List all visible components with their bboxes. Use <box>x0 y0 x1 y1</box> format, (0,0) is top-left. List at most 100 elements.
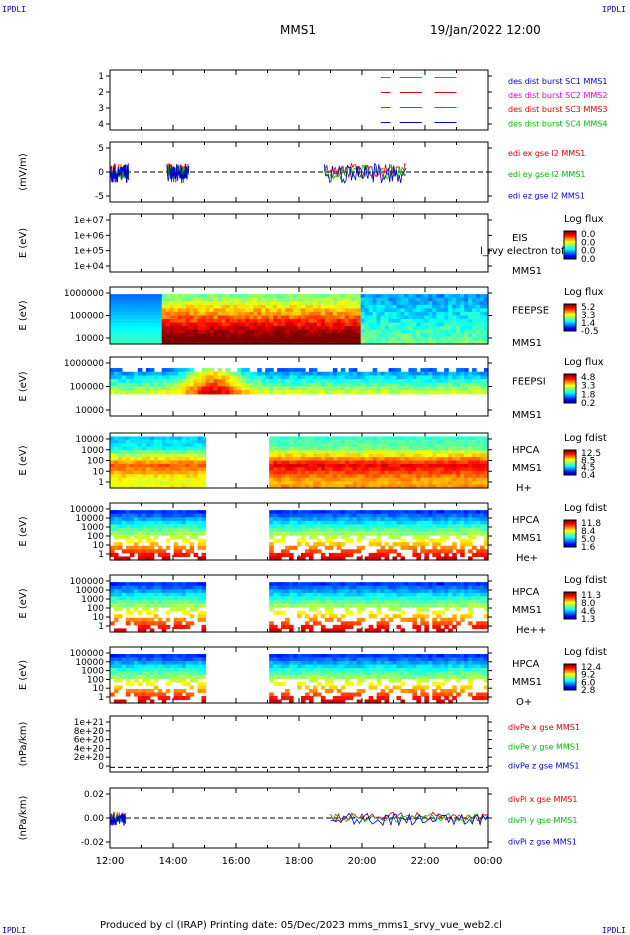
spectrogram-cell <box>329 553 334 557</box>
spectrogram-cell <box>408 390 413 394</box>
spectrogram-cell <box>412 514 417 518</box>
spectrogram-cell <box>393 383 398 387</box>
spectrogram-cell <box>182 301 187 305</box>
spectrogram-cell <box>237 308 242 312</box>
spectrogram-cell <box>480 528 485 532</box>
spectrogram-cell <box>333 308 338 312</box>
spectrogram-cell <box>448 524 453 528</box>
spectrogram-cell <box>476 517 481 521</box>
spectrogram-cell <box>190 542 195 546</box>
spectrogram-cell <box>325 589 330 593</box>
spectrogram-cell <box>432 440 437 444</box>
spectrogram-cell <box>245 316 250 320</box>
spectrogram-cell <box>369 305 374 309</box>
spectrogram-cell <box>138 450 143 454</box>
spectrogram-cell <box>289 546 294 550</box>
spectrogram-cell <box>480 387 485 391</box>
spectrogram-cell <box>186 471 191 475</box>
spectrogram-cell <box>373 461 378 465</box>
spectrogram-cell <box>317 301 322 305</box>
spectrogram-cell <box>353 517 358 521</box>
spectrogram-cell <box>293 582 298 586</box>
spectrogram-cell <box>472 372 477 376</box>
spectrogram-cell <box>393 372 398 376</box>
spectrogram-cell <box>440 514 445 518</box>
spectrogram-cell <box>249 298 254 302</box>
spectrogram-cell <box>476 333 481 337</box>
spectrogram-cell <box>162 600 167 604</box>
spectrogram-cell <box>158 298 163 302</box>
spectrogram-cell <box>420 535 425 539</box>
spectrogram-cell <box>393 298 398 302</box>
spectrogram-cell <box>114 294 119 298</box>
spectrogram-cell <box>349 474 354 478</box>
spectrogram-cell <box>150 549 155 553</box>
spectrogram-cell <box>365 387 370 391</box>
spectrogram-cell <box>396 481 401 485</box>
spectrogram-cell <box>444 323 449 327</box>
instrument-label: MMS1 <box>512 338 542 349</box>
spectrogram-cell <box>361 330 366 334</box>
spectrogram-cell <box>237 298 242 302</box>
spectrogram-cell <box>122 337 127 341</box>
spectrogram-cell <box>480 316 485 320</box>
spectrogram-cell <box>357 607 362 611</box>
spectrogram-cell <box>202 625 207 629</box>
spectrogram-cell <box>273 375 278 379</box>
spectrogram-cell <box>174 379 179 383</box>
spectrogram-cell <box>329 481 334 485</box>
spectrogram-cell <box>377 301 382 305</box>
spectrogram-cell <box>281 532 286 536</box>
spectrogram-cell <box>369 301 374 305</box>
spectrogram-cell <box>400 298 405 302</box>
spectrogram-cell <box>281 368 286 372</box>
spectrogram-cell <box>361 443 366 447</box>
spectrogram-cell <box>178 308 183 312</box>
spectrogram-cell <box>309 319 314 323</box>
spectrogram-cell <box>468 330 473 334</box>
spectrogram-cell <box>245 330 250 334</box>
spectrogram-cell <box>329 440 334 444</box>
spectrogram-cell <box>245 319 250 323</box>
spectrogram-cell <box>118 532 123 536</box>
spectrogram-cell <box>337 454 342 458</box>
spectrogram-cell <box>381 447 386 451</box>
spectrogram-cell <box>166 326 171 330</box>
spectrogram-cell <box>424 326 429 330</box>
spectrogram-cell <box>329 582 334 586</box>
spectrogram-cell <box>269 478 274 482</box>
spectrogram-cell <box>110 387 115 391</box>
spectrogram-cell <box>321 521 326 525</box>
spectrogram-cell <box>448 301 453 305</box>
spectrogram-cell <box>337 390 342 394</box>
spectrogram-cell <box>190 481 195 485</box>
spectrogram-cell <box>389 390 394 394</box>
spectrogram-cell <box>400 383 405 387</box>
spectrogram-cell <box>281 521 286 525</box>
spectrogram-cell <box>186 517 191 521</box>
spectrogram-cell <box>154 330 159 334</box>
spectrogram-cell <box>361 450 366 454</box>
spectrogram-cell <box>456 535 461 539</box>
spectrogram-cell <box>444 330 449 334</box>
spectrogram-cell <box>472 514 477 518</box>
spectrogram-cell <box>377 517 382 521</box>
spectrogram-cell <box>126 481 131 485</box>
spectrogram-cell <box>269 607 274 611</box>
spectrogram-cell <box>416 517 421 521</box>
spectrogram-cell <box>134 618 139 622</box>
spectrogram-cell <box>122 319 127 323</box>
spectrogram-cell <box>412 294 417 298</box>
spectrogram-cell <box>110 514 115 518</box>
spectrogram-cell <box>317 440 322 444</box>
spectrogram-cell <box>345 308 350 312</box>
spectrogram-cell <box>448 333 453 337</box>
spectrogram-cell <box>460 457 465 461</box>
spectrogram-cell <box>309 604 314 608</box>
spectrogram-cell <box>480 308 485 312</box>
spectrogram-cell <box>138 524 143 528</box>
spectrogram-cell <box>301 625 306 629</box>
spectrogram-cell <box>444 436 449 440</box>
spectrogram-cell <box>416 514 421 518</box>
